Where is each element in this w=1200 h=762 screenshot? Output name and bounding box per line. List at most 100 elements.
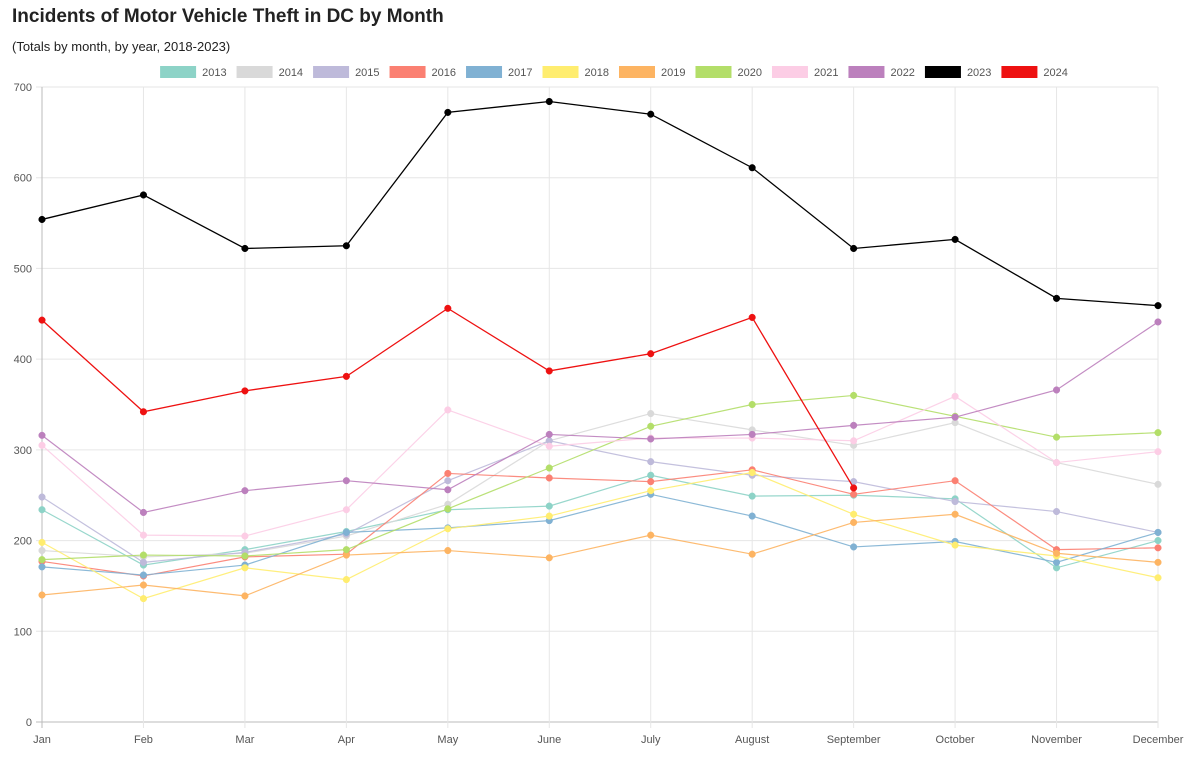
series-line-2020: [41, 394, 1159, 561]
x-tick-label: September: [827, 734, 881, 746]
data-point-2016: [444, 469, 452, 477]
data-point-2023: [647, 110, 655, 118]
data-point-2024: [647, 350, 655, 358]
data-point-2024: [241, 387, 249, 395]
x-tick-label: December: [1133, 734, 1184, 746]
data-point-2020: [241, 552, 249, 560]
data-point-2013: [647, 471, 655, 479]
data-point-2016: [1154, 544, 1162, 552]
legend-swatch: [619, 66, 655, 78]
legend-label: 2022: [890, 67, 914, 79]
legend-label: 2017: [508, 67, 532, 79]
data-point-2013: [38, 506, 46, 514]
series-2016: [38, 466, 1162, 580]
data-point-2021: [850, 437, 858, 445]
data-point-2014: [1154, 480, 1162, 488]
data-point-2020: [139, 551, 148, 559]
data-point-2017: [342, 528, 350, 536]
axes: 0 100 200 300 400 500 600 700 Jan Feb Mar Apr May Jun…: [14, 82, 1184, 746]
legend-item-2023: 2023: [924, 66, 991, 79]
legend-swatch: [236, 66, 273, 78]
data-point-2015: [1052, 507, 1061, 516]
y-tick-label: 700: [14, 82, 32, 94]
legend-swatch: [1001, 66, 1038, 78]
data-point-2022: [1052, 386, 1061, 394]
data-point-2019: [444, 547, 452, 555]
data-point-2017: [38, 563, 46, 571]
data-point-2021: [241, 532, 249, 540]
data-point-2020: [1154, 429, 1162, 437]
data-point-2015: [951, 498, 959, 506]
data-point-2019: [1154, 558, 1162, 566]
y-tick-label: 200: [14, 536, 32, 548]
series-2017: [38, 490, 1162, 579]
series-2020: [38, 391, 1162, 564]
data-point-2023: [545, 97, 553, 106]
legend-swatch: [160, 66, 197, 78]
data-point-2024: [342, 372, 350, 380]
series-line-2015: [41, 440, 1159, 563]
legend-swatch: [771, 66, 808, 78]
data-point-2018: [850, 510, 858, 518]
data-point-2018: [647, 487, 655, 495]
data-point-2019: [545, 554, 553, 562]
series-2021: [38, 392, 1162, 540]
data-point-2018: [444, 525, 452, 533]
data-point-2024: [545, 367, 553, 375]
x-tick-label: November: [1031, 734, 1082, 746]
legend-label: 2023: [967, 67, 991, 79]
data-point-2018: [951, 541, 959, 549]
series-line-2023: [41, 100, 1159, 307]
data-point-2019: [139, 581, 148, 589]
legend-swatch: [848, 66, 885, 78]
data-point-2022: [1154, 318, 1162, 326]
series-2018: [38, 468, 1162, 603]
legend-label: 2013: [202, 67, 226, 79]
data-point-2015: [38, 493, 46, 501]
legend-item-2022: 2022: [848, 66, 915, 79]
data-point-2019: [647, 531, 655, 539]
data-point-2018: [1154, 574, 1162, 582]
y-tick-label: 500: [14, 263, 32, 275]
series-line-2019: [41, 513, 1159, 597]
data-point-2022: [748, 430, 756, 438]
data-point-2022: [139, 508, 148, 517]
chart-subtitle: (Totals by month, by year, 2018-2023): [12, 39, 231, 54]
data-point-2017: [1052, 558, 1061, 566]
legend-item-2024: 2024: [1001, 66, 1068, 79]
data-point-2014: [38, 547, 46, 555]
legend-item-2015: 2015: [313, 66, 380, 79]
series-2014: [38, 410, 1162, 561]
data-point-2024: [748, 313, 756, 321]
data-point-2018: [545, 512, 553, 520]
x-tick-label: May: [437, 734, 458, 746]
y-tick-label: 600: [14, 173, 32, 185]
data-point-2019: [748, 550, 756, 558]
data-point-2024: [139, 408, 148, 416]
data-point-2019: [1052, 549, 1061, 557]
data-point-2023: [850, 244, 858, 253]
data-point-2024: [850, 484, 858, 492]
series-line-2016: [41, 469, 1159, 577]
data-point-2020: [545, 464, 553, 472]
data-point-2019: [241, 592, 249, 600]
data-point-2023: [1154, 302, 1162, 310]
data-point-2021: [444, 406, 452, 414]
data-point-2022: [951, 413, 959, 421]
data-point-2023: [1052, 294, 1061, 302]
data-point-2022: [647, 435, 655, 443]
data-point-2019: [850, 518, 858, 526]
series-line-2018: [41, 471, 1159, 600]
legend-swatch: [542, 66, 579, 78]
data-point-2016: [545, 474, 553, 482]
legend-label: 2015: [355, 67, 379, 79]
series-line-2017: [41, 493, 1159, 576]
legend-item-2020: 2020: [695, 66, 762, 79]
series-2022: [38, 318, 1162, 517]
data-point-2023: [139, 191, 148, 199]
legend-swatch: [313, 66, 350, 78]
data-point-2021: [139, 531, 148, 539]
data-point-2020: [748, 400, 756, 409]
data-point-2022: [241, 487, 249, 495]
data-point-2018: [748, 468, 756, 477]
